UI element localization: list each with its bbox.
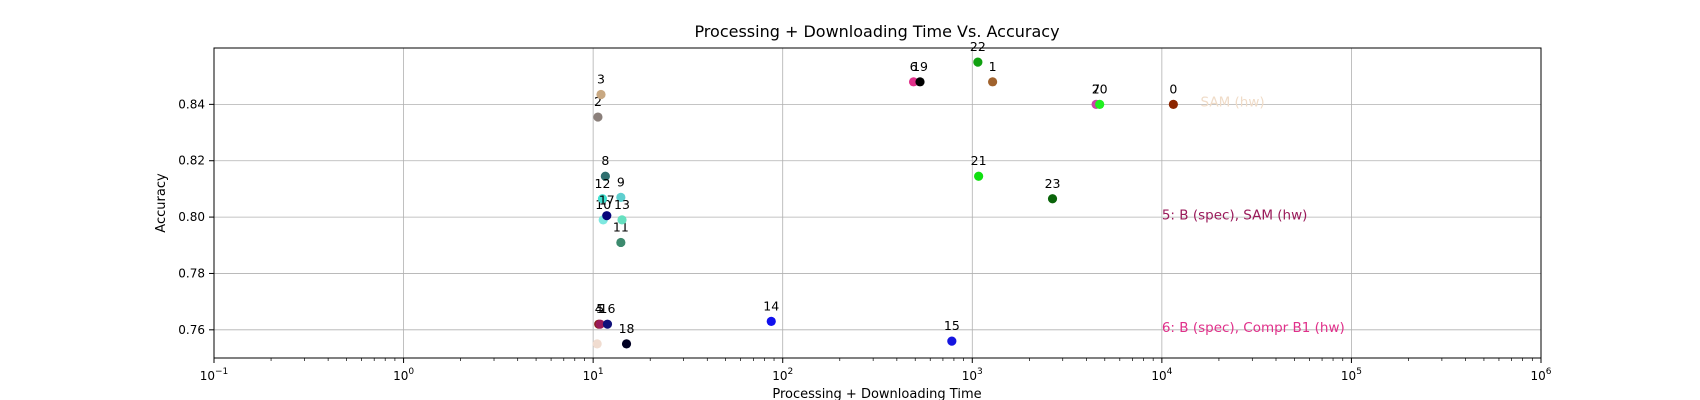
- scatter-point: [616, 192, 626, 202]
- scatter-point: [617, 215, 627, 225]
- scatter-point: [592, 339, 602, 349]
- point-label: 17: [599, 193, 615, 208]
- scatter-point: [1095, 99, 1105, 109]
- y-tick-label: 0.82: [178, 154, 205, 168]
- y-tick-label: 0.76: [178, 323, 205, 337]
- scatter-point: [595, 319, 605, 329]
- axis-ticks: 10−1 100 101 102 103 104 105 106 0.76 0.78 0.80 0.8…: [178, 97, 1551, 383]
- scatter-point: [597, 194, 608, 204]
- x-tick-label: 10−1: [200, 367, 229, 383]
- annotation-text: 6: B (spec), Compr B1 (hw): [1162, 320, 1345, 336]
- scatter-point: [600, 171, 610, 181]
- scatter-point: [616, 237, 626, 248]
- y-tick-label: 0.84: [178, 97, 205, 111]
- y-axis-label: Accuracy: [154, 173, 169, 233]
- point-label: 13: [614, 197, 630, 212]
- scatter-point: [973, 57, 983, 67]
- x-tick-label: 100: [393, 367, 414, 383]
- point-label: 0: [1169, 81, 1177, 96]
- x-tick-label: 102: [772, 367, 793, 383]
- point-label: 1: [989, 59, 997, 74]
- scatter-point: [596, 89, 606, 100]
- annotation-text: 5: B (spec), SAM (hw): [1162, 207, 1308, 223]
- chart-title: Processing + Downloading Time Vs. Accura…: [694, 22, 1059, 41]
- point-label: 21: [971, 153, 987, 168]
- x-tick-label: 106: [1530, 367, 1551, 383]
- point-label: 14: [763, 298, 779, 313]
- scatter-point: [593, 112, 603, 122]
- scatter-point: [974, 171, 984, 181]
- point-label: 12: [595, 176, 611, 191]
- point-label: 19: [912, 59, 928, 74]
- scatter-point: [1168, 99, 1178, 109]
- grid-lines: [214, 48, 1541, 358]
- y-tick-label: 0.80: [178, 210, 205, 224]
- plot-frame: [213, 47, 1542, 359]
- scatter-point: [915, 77, 925, 87]
- point-label: 18: [619, 321, 635, 336]
- point-label: 9: [617, 174, 625, 189]
- point-label: 22: [970, 39, 986, 54]
- x-axis-label: Processing + Downloading Time: [772, 387, 981, 400]
- point-label: 20: [1092, 81, 1108, 96]
- annotations: SAM (hw) 5: B (spec), SAM (hw) 6: B (spec)…: [1162, 95, 1345, 336]
- point-label: 7: [1092, 81, 1100, 96]
- point-label: 2: [594, 94, 602, 109]
- scatter-point: [947, 336, 957, 346]
- x-tick-label: 103: [962, 367, 983, 383]
- point-label: 4: [595, 301, 603, 316]
- annotation-text: SAM (hw): [1201, 95, 1265, 111]
- point-label: 6: [910, 59, 918, 74]
- scatter-point: [908, 77, 919, 87]
- point-label: 23: [1045, 176, 1061, 191]
- scatter-point: [621, 339, 632, 349]
- point-label: 16: [600, 301, 616, 316]
- scatter-point: [766, 316, 776, 326]
- scatter-point: [602, 319, 613, 329]
- y-tick-label: 0.78: [178, 266, 205, 280]
- x-tick-label: 105: [1341, 367, 1362, 383]
- point-label: 8: [601, 153, 609, 168]
- scatter-point: [1047, 194, 1058, 204]
- point-label: 5: [596, 301, 604, 316]
- scatter-point: [602, 211, 612, 221]
- scatter-point: [988, 77, 998, 87]
- point-label: 15: [944, 318, 960, 333]
- point-label: 3: [597, 72, 605, 87]
- x-tick-label: 101: [583, 367, 604, 383]
- x-tick-label: 104: [1151, 367, 1172, 383]
